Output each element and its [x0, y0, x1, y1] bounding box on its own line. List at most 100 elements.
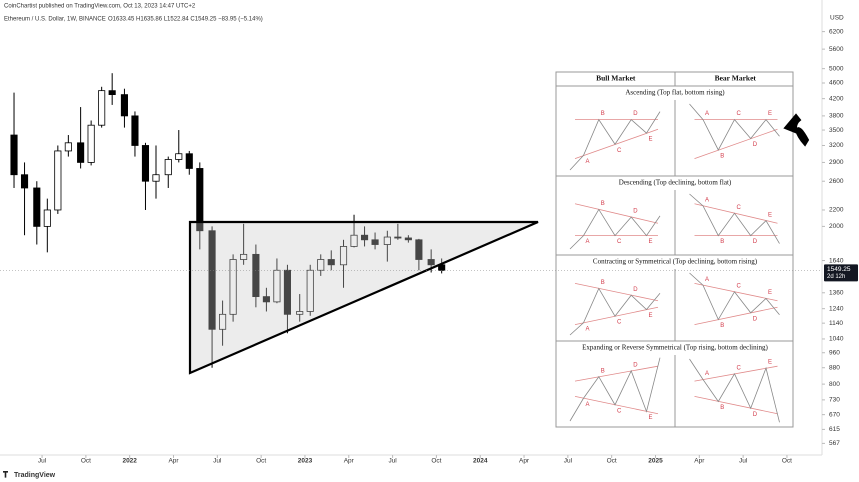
y-tick-label: 2200 — [829, 207, 844, 214]
wave-label: A — [586, 326, 590, 332]
x-tick-label: Oct — [782, 458, 792, 465]
wave-label: D — [753, 239, 758, 245]
wave-label: A — [586, 239, 590, 245]
y-tick-label: 4200 — [829, 95, 844, 102]
candle-body — [427, 259, 435, 266]
wave-label: D — [633, 111, 638, 117]
countdown: 2d 12h — [827, 274, 845, 280]
candle-body — [87, 124, 95, 163]
candle-body — [10, 134, 18, 176]
x-tick-label: Oct — [431, 458, 441, 465]
row-title: Ascending (Top flat, bottom rising) — [625, 89, 725, 97]
candle-body — [43, 209, 51, 227]
candle-body — [360, 234, 369, 241]
y-tick-label: 1240 — [829, 305, 844, 312]
x-tick-label: Oct — [81, 458, 91, 465]
x-tick-label: 2022 — [122, 458, 137, 465]
y-tick-label: 2900 — [829, 159, 844, 166]
y-unit: USD — [830, 15, 844, 22]
y-tick-label: 3500 — [829, 127, 844, 134]
candle-body — [175, 153, 183, 160]
x-tick-label: Jul — [564, 458, 573, 465]
x-tick-label: Apr — [344, 458, 355, 465]
y-tick-label: 3800 — [829, 113, 844, 120]
wave-path — [569, 111, 661, 171]
wave-label: E — [768, 212, 772, 218]
logo-icon — [3, 471, 8, 478]
y-tick-label: 615 — [829, 426, 840, 433]
candle-body — [296, 311, 304, 315]
trend-line — [694, 306, 778, 326]
x-tick-label: Jul — [388, 458, 397, 465]
candle-body — [240, 253, 248, 260]
candle-body — [98, 90, 106, 126]
candle-body — [306, 269, 314, 312]
column-header: Bull Market — [596, 74, 636, 83]
y-tick-label: 567 — [829, 440, 840, 447]
y-tick-label: 1640 — [829, 257, 844, 264]
candle-body — [262, 296, 270, 303]
wave-path — [569, 357, 661, 422]
candle-body — [108, 90, 116, 96]
wave-label: A — [705, 111, 709, 117]
column-header: Bear Market — [715, 74, 757, 83]
wave-label: B — [601, 111, 605, 117]
y-tick-label: 2600 — [829, 178, 844, 185]
y-tick-label: 6200 — [829, 28, 844, 35]
candle-body — [77, 142, 85, 163]
candle-body — [229, 259, 237, 315]
trend-line — [694, 203, 778, 224]
wave-label: A — [705, 277, 709, 283]
candles — [10, 73, 446, 368]
row-title: Descending (Top declining, bottom flat) — [619, 179, 732, 187]
x-tick-label: Apr — [694, 458, 705, 465]
wave-label: C — [617, 320, 622, 326]
candle-body — [404, 237, 412, 241]
publisher: CoinChartist published on TradingView.co… — [4, 4, 196, 10]
wave-label: E — [768, 290, 772, 296]
candle-body — [185, 153, 193, 169]
candle-body — [196, 168, 204, 232]
y-tick-label: 960 — [829, 349, 840, 356]
candle-body — [131, 115, 139, 146]
x-tick-label: Jul — [739, 458, 748, 465]
logo: TradingView — [14, 472, 56, 479]
symbol: Ethereum / U.S. Dollar, 1W, BINANCE — [4, 17, 106, 23]
y-tick-label: 880 — [829, 364, 840, 371]
y-tick-label: 3200 — [829, 142, 844, 149]
pattern-inset: Bull Market Bear Market Ascending (Top fla… — [555, 71, 794, 428]
x-tick-label: 2025 — [648, 458, 663, 465]
last-price-box — [824, 264, 858, 282]
wave-label: C — [617, 148, 622, 154]
x-tick-label: 2024 — [473, 458, 488, 465]
trend-line — [694, 365, 778, 382]
wave-label: C — [617, 239, 622, 245]
wave-label: A — [705, 197, 709, 203]
candle-body — [219, 313, 227, 330]
wave-label: D — [753, 412, 758, 418]
wave-path — [569, 287, 661, 336]
wave-label: E — [649, 313, 653, 319]
y-tick-label: 1040 — [829, 336, 844, 343]
x-tick-label: Apr — [519, 458, 530, 465]
arrow — [783, 113, 810, 147]
candle-body — [54, 150, 62, 211]
trend-line — [574, 128, 659, 159]
candle-body — [327, 259, 335, 266]
y-tick-label: 1140 — [829, 320, 843, 327]
row-title: Contracting or Symmetrical (Top declinin… — [593, 258, 758, 266]
y-tick-label: 5000 — [829, 65, 844, 72]
trend-line — [574, 306, 659, 326]
trend-line — [574, 395, 659, 415]
candle-body — [394, 236, 402, 239]
wave-label: D — [753, 316, 758, 322]
ohlc: O1633.45 H1635.86 L1522.84 C1549.25 −83.… — [108, 17, 263, 23]
wave-label: B — [601, 280, 605, 286]
wave-label: B — [720, 405, 724, 411]
candle-body — [339, 246, 348, 266]
candle-body — [152, 174, 160, 182]
candle-body — [208, 230, 216, 330]
wave-label: C — [737, 205, 742, 211]
wave-label: C — [617, 408, 622, 414]
